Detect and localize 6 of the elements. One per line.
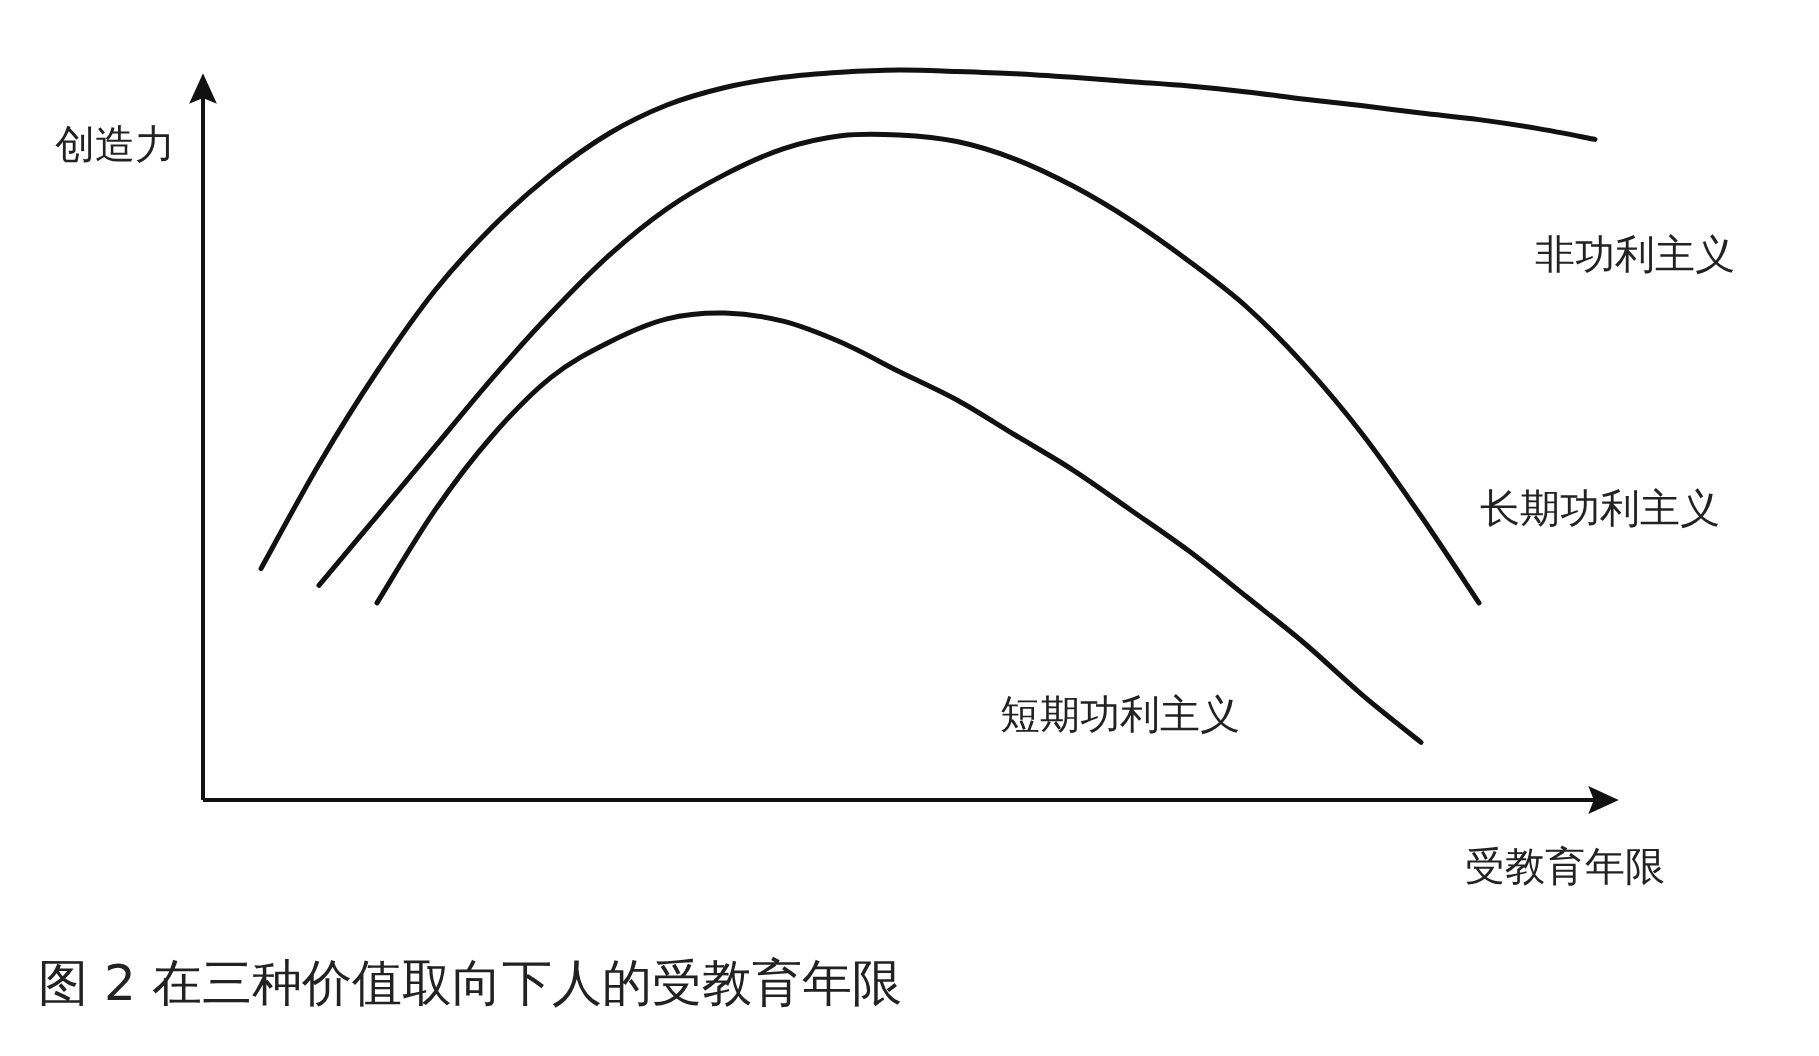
series-label: 长期功利主义: [1480, 485, 1720, 531]
x-axis-title: 受教育年限: [1465, 843, 1665, 889]
y-axis-title: 创造力: [55, 121, 175, 167]
series-label: 短期功利主义: [1000, 691, 1240, 737]
text: 图 2 在三种价值取向下人的受教育年限: [38, 954, 902, 1012]
text: 非功利主义: [1535, 231, 1735, 277]
